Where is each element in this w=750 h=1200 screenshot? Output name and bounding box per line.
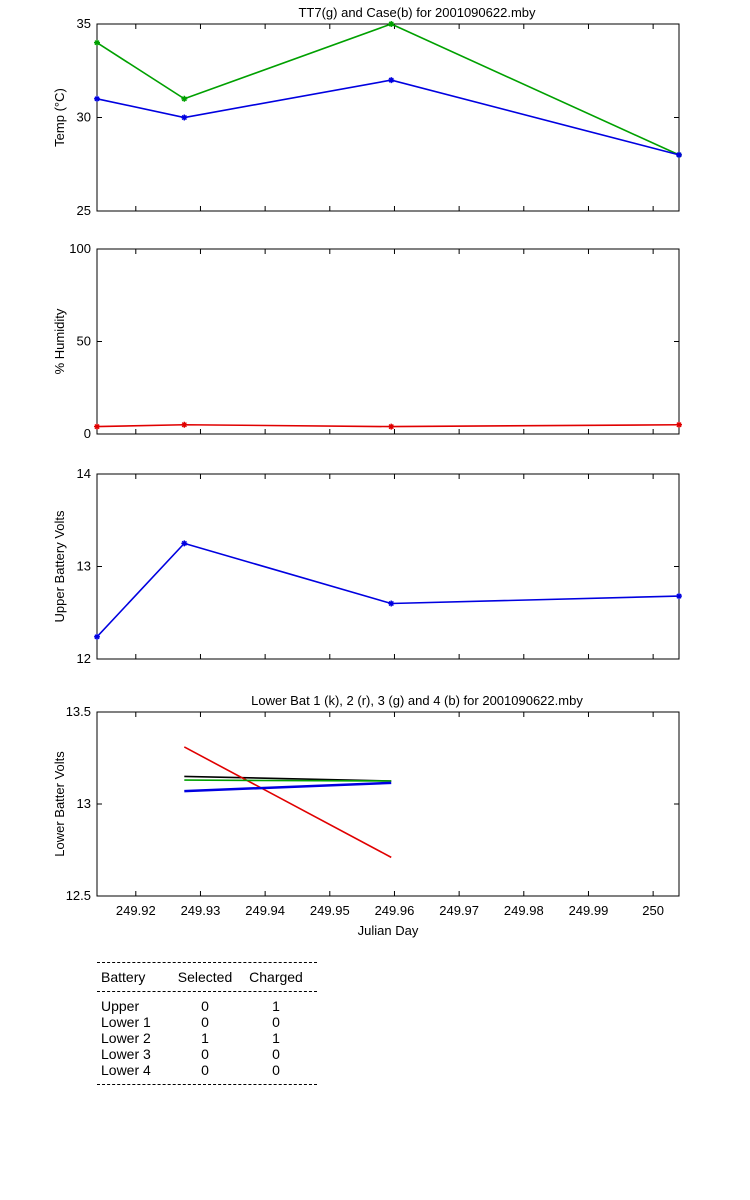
- x-tick-label: 249.98: [504, 903, 544, 918]
- y-tick-label: 12: [77, 651, 91, 666]
- y-tick-label: 25: [77, 203, 91, 218]
- cell-charged: 0: [272, 1062, 280, 1078]
- y-tick-label: 14: [77, 466, 91, 481]
- data-point: [388, 423, 395, 430]
- x-tick-label: 249.96: [375, 903, 415, 918]
- y-axis-label: Upper Battery Volts: [52, 510, 67, 622]
- x-tick-label: 250: [642, 903, 664, 918]
- chart-title: Lower Bat 1 (k), 2 (r), 3 (g) and 4 (b) …: [251, 693, 583, 708]
- table-row: Lower 4 0 0: [97, 1062, 317, 1078]
- cell-battery: Lower 1: [101, 1014, 151, 1030]
- x-tick-label: 249.99: [569, 903, 609, 918]
- series-line: [184, 779, 392, 782]
- series-line: [183, 746, 392, 859]
- series-line: [96, 79, 680, 156]
- chart-title: TT7(g) and Case(b) for 2001090622.mby: [298, 5, 536, 20]
- series-line: [184, 781, 392, 793]
- table-row: Upper 0 1: [97, 998, 317, 1014]
- table-header-row: Battery Selected Charged: [97, 963, 317, 991]
- data-point: [676, 421, 682, 428]
- data-point: [94, 95, 100, 102]
- cell-battery: Lower 2: [101, 1030, 151, 1046]
- cell-battery: Lower 3: [101, 1046, 151, 1062]
- plot-frame: [96, 473, 680, 660]
- header-charged: Charged: [249, 969, 303, 985]
- table-row: Lower 3 0 0: [97, 1046, 317, 1062]
- data-point: [94, 39, 100, 46]
- y-tick-label: 13: [77, 796, 91, 811]
- data-point: [676, 151, 682, 158]
- x-tick-label: 249.93: [181, 903, 221, 918]
- y-tick-label: 50: [77, 334, 91, 349]
- y-tick-label: 30: [77, 110, 91, 125]
- data-point: [388, 600, 395, 607]
- cell-battery: Lower 4: [101, 1062, 151, 1078]
- data-point: [181, 540, 188, 547]
- table-row: Lower 1 0 0: [97, 1014, 317, 1030]
- y-tick-label: 13: [77, 559, 91, 574]
- table-rule-mid: [97, 991, 317, 992]
- y-tick-label: 12.5: [66, 888, 91, 903]
- table-row: Lower 2 1 1: [97, 1030, 317, 1046]
- x-tick-label: 249.97: [439, 903, 479, 918]
- cell-charged: 0: [272, 1014, 280, 1030]
- x-tick-label: 249.92: [116, 903, 156, 918]
- data-point: [181, 95, 188, 102]
- x-tick-label: 249.95: [310, 903, 350, 918]
- cell-selected: 1: [201, 1030, 209, 1046]
- cell-charged: 1: [272, 1030, 280, 1046]
- y-tick-label: 13.5: [66, 704, 91, 719]
- data-point: [181, 114, 188, 121]
- header-battery: Battery: [101, 969, 146, 985]
- cell-selected: 0: [201, 1014, 209, 1030]
- y-axis-label: % Humidity: [52, 308, 67, 374]
- x-tick-label: 249.94: [245, 903, 285, 918]
- plot-frame: [96, 711, 680, 897]
- table-rule-top: [97, 962, 317, 963]
- cell-charged: 1: [272, 998, 280, 1014]
- cell-battery: Upper: [101, 998, 140, 1014]
- plot-frame: [96, 248, 680, 435]
- series-line: [96, 23, 680, 156]
- data-point: [676, 593, 682, 600]
- table-body: Upper 0 1 Lower 1 0 0 Lower 2 1 1 Lower …: [97, 992, 317, 1084]
- data-point: [388, 21, 395, 27]
- y-axis-label: Temp (°C): [52, 88, 67, 147]
- data-point: [181, 421, 188, 428]
- cell-selected: 0: [201, 1046, 209, 1062]
- series-line: [96, 423, 680, 428]
- cell-selected: 0: [201, 998, 209, 1014]
- header-selected: Selected: [177, 969, 233, 985]
- y-tick-label: 100: [69, 241, 91, 256]
- data-point: [94, 633, 100, 640]
- table-rule-bottom: [97, 1084, 317, 1085]
- data-point: [94, 423, 100, 430]
- y-tick-label: 0: [84, 426, 91, 441]
- battery-status-table: Battery Selected Charged Upper 0 1 Lower…: [97, 962, 317, 1085]
- x-axis-label: Julian Day: [358, 923, 419, 938]
- data-point: [388, 77, 395, 84]
- cell-charged: 0: [272, 1046, 280, 1062]
- y-axis-label: Lower Batter Volts: [52, 751, 67, 857]
- y-tick-label: 35: [77, 16, 91, 31]
- cell-selected: 0: [201, 1062, 209, 1078]
- series-line: [96, 542, 680, 638]
